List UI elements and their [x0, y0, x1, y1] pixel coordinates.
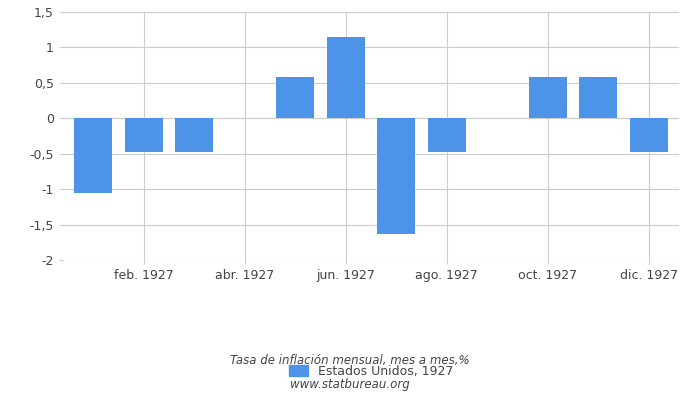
Bar	[327, 37, 365, 118]
Bar	[276, 77, 314, 118]
Bar	[74, 118, 112, 193]
Bar	[377, 118, 415, 234]
Text: www.statbureau.org: www.statbureau.org	[290, 378, 410, 391]
Bar	[630, 118, 668, 152]
Text: Tasa de inflación mensual, mes a mes,%: Tasa de inflación mensual, mes a mes,%	[230, 354, 470, 367]
Bar	[175, 118, 214, 152]
Legend: Estados Unidos, 1927: Estados Unidos, 1927	[284, 360, 458, 383]
Bar	[528, 77, 567, 118]
Bar	[580, 77, 617, 118]
Bar	[125, 118, 162, 152]
Bar	[428, 118, 466, 152]
